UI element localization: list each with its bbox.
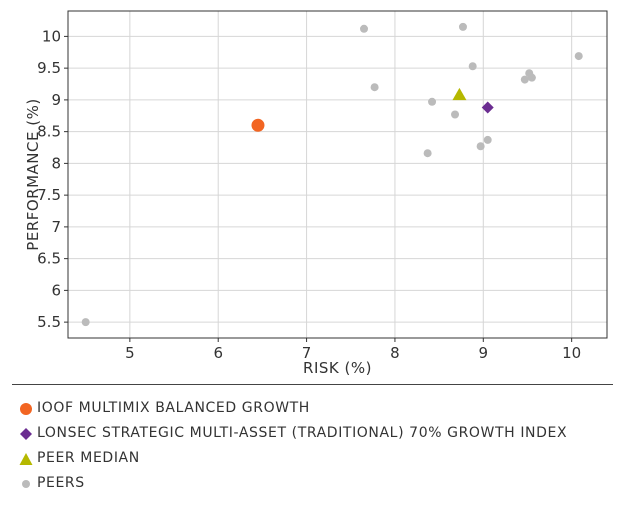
purple-diamond-icon bbox=[18, 421, 34, 446]
legend: IOOF MULTIMIX BALANCED GROWTH LONSEC STR… bbox=[18, 396, 608, 496]
peer-point bbox=[527, 73, 536, 82]
y-tick-label: 10 bbox=[42, 27, 61, 45]
lonsec-index-point bbox=[481, 101, 494, 114]
y-tick-label: 9 bbox=[51, 91, 61, 109]
y-tick-label: 7.5 bbox=[37, 186, 61, 204]
peer-point bbox=[483, 135, 492, 144]
legend-divider bbox=[12, 384, 613, 385]
x-tick-label: 8 bbox=[390, 344, 400, 362]
ioof-point bbox=[251, 118, 265, 132]
y-axis-ticks: 5.5 6 6.5 7 7.5 8 8.5 9 9.5 10 bbox=[37, 27, 68, 331]
peer-point bbox=[574, 52, 583, 61]
x-tick-label: 6 bbox=[213, 344, 223, 362]
peer-point bbox=[360, 24, 369, 33]
peer-point bbox=[81, 318, 90, 327]
peer-point bbox=[468, 62, 477, 71]
x-axis-title: RISK (%) bbox=[303, 359, 372, 377]
peer-point bbox=[370, 83, 379, 92]
x-tick-label: 5 bbox=[125, 344, 135, 362]
x-axis-ticks: 5 6 7 8 9 10 bbox=[125, 338, 581, 362]
olive-triangle-icon bbox=[18, 446, 34, 471]
peer-median-point bbox=[452, 87, 467, 101]
legend-label: LONSEC STRATEGIC MULTI-ASSET (TRADITIONA… bbox=[37, 425, 568, 441]
legend-label: PEERS bbox=[37, 475, 85, 491]
legend-item-lonsec: LONSEC STRATEGIC MULTI-ASSET (TRADITIONA… bbox=[18, 421, 608, 446]
y-tick-label: 5.5 bbox=[37, 313, 61, 331]
peer-point bbox=[423, 149, 432, 158]
x-tick-label: 10 bbox=[562, 344, 581, 362]
legend-item-peer-median: PEER MEDIAN bbox=[18, 446, 608, 471]
peer-point bbox=[476, 142, 485, 151]
plot-area bbox=[67, 10, 608, 339]
legend-label: PEER MEDIAN bbox=[37, 450, 140, 466]
legend-label: IOOF MULTIMIX BALANCED GROWTH bbox=[37, 400, 310, 416]
scatter-chart: 5 6 7 8 9 10 5.5 6 6.5 7 7.5 8 8.5 9 9.5 10 RISK (%) P… bbox=[24, 10, 608, 377]
peer-point bbox=[428, 97, 437, 106]
data-points bbox=[81, 22, 583, 327]
y-axis-title: PERFORMANCE (%) bbox=[24, 98, 42, 250]
x-tick-label: 7 bbox=[302, 344, 312, 362]
grey-dot-icon bbox=[18, 471, 34, 496]
legend-item-ioof: IOOF MULTIMIX BALANCED GROWTH bbox=[18, 396, 608, 421]
peer-point bbox=[458, 22, 467, 31]
legend-item-peers: PEERS bbox=[18, 471, 608, 496]
peer-point bbox=[520, 75, 529, 84]
orange-circle-icon bbox=[18, 396, 34, 421]
x-tick-label: 9 bbox=[479, 344, 489, 362]
y-tick-label: 8.5 bbox=[37, 123, 61, 141]
gridlines bbox=[68, 11, 607, 338]
y-tick-label: 6 bbox=[51, 281, 61, 299]
y-tick-label: 9.5 bbox=[37, 59, 61, 77]
y-tick-label: 7 bbox=[51, 218, 61, 236]
peer-point bbox=[451, 110, 460, 119]
y-tick-label: 6.5 bbox=[37, 250, 61, 268]
y-tick-label: 8 bbox=[51, 154, 61, 172]
